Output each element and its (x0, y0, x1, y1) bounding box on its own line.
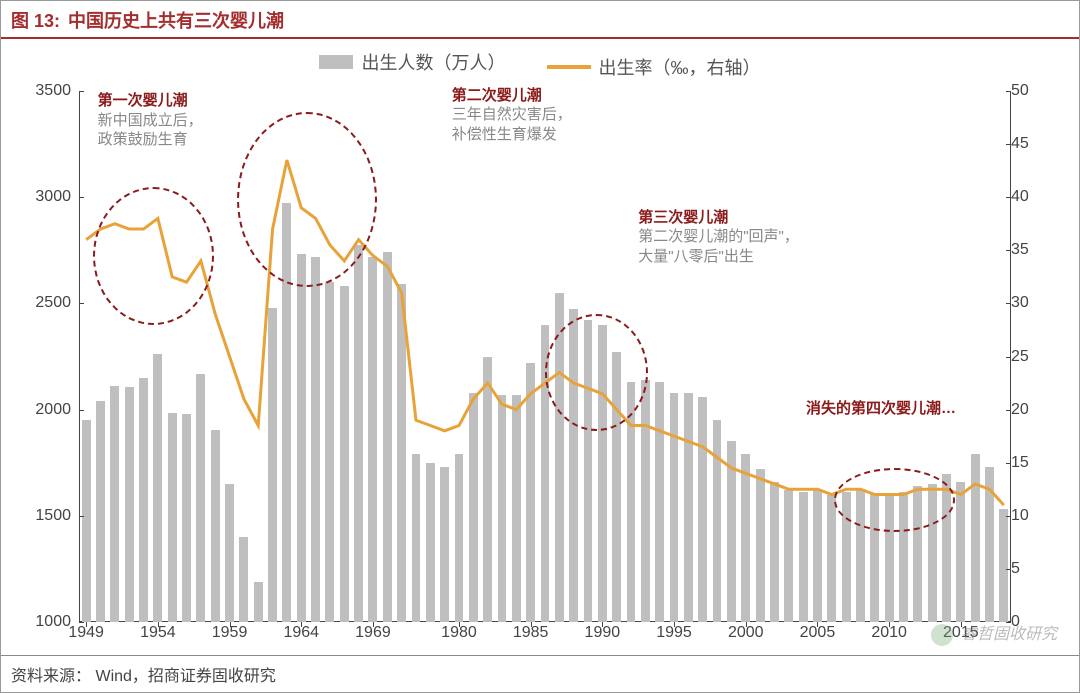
x-tick: 1990 (585, 624, 621, 642)
ellipse-1 (93, 187, 214, 325)
y-axis-left: 100015002000250030003500 (21, 91, 75, 622)
watermark-text: 睿哲固收研究 (961, 626, 1057, 643)
x-tick: 1969 (355, 624, 391, 642)
y-right-tick: 50 (1011, 82, 1061, 100)
legend-line: 出生率（‰，右轴） (547, 54, 761, 80)
title-row: 图 13: 中国历史上共有三次婴儿潮 (1, 1, 1079, 39)
ellipse-3 (545, 314, 648, 431)
line-layer (79, 91, 1011, 622)
annot-4-head: 消失的第四次婴儿潮… (806, 399, 956, 419)
x-tick: 2005 (800, 624, 836, 642)
annot-2-l1: 三年自然灾害后， (452, 105, 572, 125)
legend-bar: 出生人数（万人） (319, 49, 505, 75)
annot-1: 第一次婴儿潮 新中国成立后， 政策鼓励生育 (98, 91, 203, 150)
ellipse-2 (237, 112, 377, 287)
legend-line-swatch (547, 65, 591, 69)
y-right-tick: 30 (1011, 294, 1061, 312)
annot-3-l2: 大量"八零后"出生 (638, 247, 799, 267)
rate-line (86, 160, 1004, 505)
y-right-tick: 5 (1011, 560, 1061, 578)
y-right-tick: 35 (1011, 241, 1061, 259)
x-tick: 1980 (441, 624, 477, 642)
legend: 出生人数（万人） 出生率（‰，右轴） (21, 49, 1059, 80)
x-tick: 1954 (140, 624, 176, 642)
source-label: 资料来源： (11, 668, 91, 685)
figure-label: 图 13: (11, 7, 60, 33)
ellipse-4 (834, 468, 955, 532)
x-tick: 1995 (656, 624, 692, 642)
y-left-tick: 1000 (21, 613, 71, 631)
annot-2: 第二次婴儿潮 三年自然灾害后， 补偿性生育爆发 (452, 86, 572, 145)
x-tick: 2010 (871, 624, 907, 642)
x-axis: 1949195419591964196919801985199019952000… (79, 624, 1011, 646)
source-row: 资料来源： Wind，招商证券固收研究 (1, 655, 1079, 692)
annot-3-head: 第三次婴儿潮 (638, 208, 799, 228)
source-text: Wind，招商证券固收研究 (95, 668, 275, 685)
figure-container: 图 13: 中国历史上共有三次婴儿潮 出生人数（万人） 出生率（‰，右轴） 10… (0, 0, 1080, 693)
x-tick: 1949 (68, 624, 104, 642)
annot-2-head: 第二次婴儿潮 (452, 86, 572, 106)
legend-line-label: 出生率（‰，右轴） (599, 54, 761, 80)
y-right-tick: 25 (1011, 348, 1061, 366)
y-right-tick: 10 (1011, 507, 1061, 525)
chart-area: 出生人数（万人） 出生率（‰，右轴） 1000 1500 2000 2500 3000 3… (21, 41, 1059, 652)
annot-2-l2: 补偿性生育爆发 (452, 125, 572, 145)
y-right-tick: 15 (1011, 454, 1061, 472)
y-right-tick: 45 (1011, 135, 1061, 153)
plot-region: 第一次婴儿潮 新中国成立后， 政策鼓励生育 第二次婴儿潮 三年自然灾害后， 补偿… (79, 91, 1011, 622)
legend-bar-swatch (319, 55, 353, 69)
annot-1-head: 第一次婴儿潮 (98, 91, 203, 111)
annot-1-l1: 新中国成立后， (98, 111, 203, 131)
x-tick: 2000 (728, 624, 764, 642)
annot-1-l2: 政策鼓励生育 (98, 130, 203, 150)
y-left-tick: 2000 (21, 401, 71, 419)
annot-3: 第三次婴儿潮 第二次婴儿潮的"回声"， 大量"八零后"出生 (638, 208, 799, 267)
x-tick: 1964 (283, 624, 319, 642)
y-left-tick: 3000 (21, 188, 71, 206)
y-right-tick: 40 (1011, 188, 1061, 206)
y-right-tick: 20 (1011, 401, 1061, 419)
x-tick: 1985 (513, 624, 549, 642)
figure-title: 中国历史上共有三次婴儿潮 (68, 7, 284, 33)
y-left-tick: 1500 (21, 507, 71, 525)
y-axis-right: 05101520253035404550 (1005, 91, 1059, 622)
watermark: 睿哲固收研究 (931, 620, 1057, 646)
y-left-tick: 2500 (21, 294, 71, 312)
watermark-icon (931, 624, 953, 646)
legend-bar-label: 出生人数（万人） (361, 49, 505, 75)
annot-4: 消失的第四次婴儿潮… (806, 399, 956, 419)
y-left-tick: 3500 (21, 82, 71, 100)
x-tick: 1959 (212, 624, 248, 642)
annot-3-l1: 第二次婴儿潮的"回声"， (638, 227, 799, 247)
